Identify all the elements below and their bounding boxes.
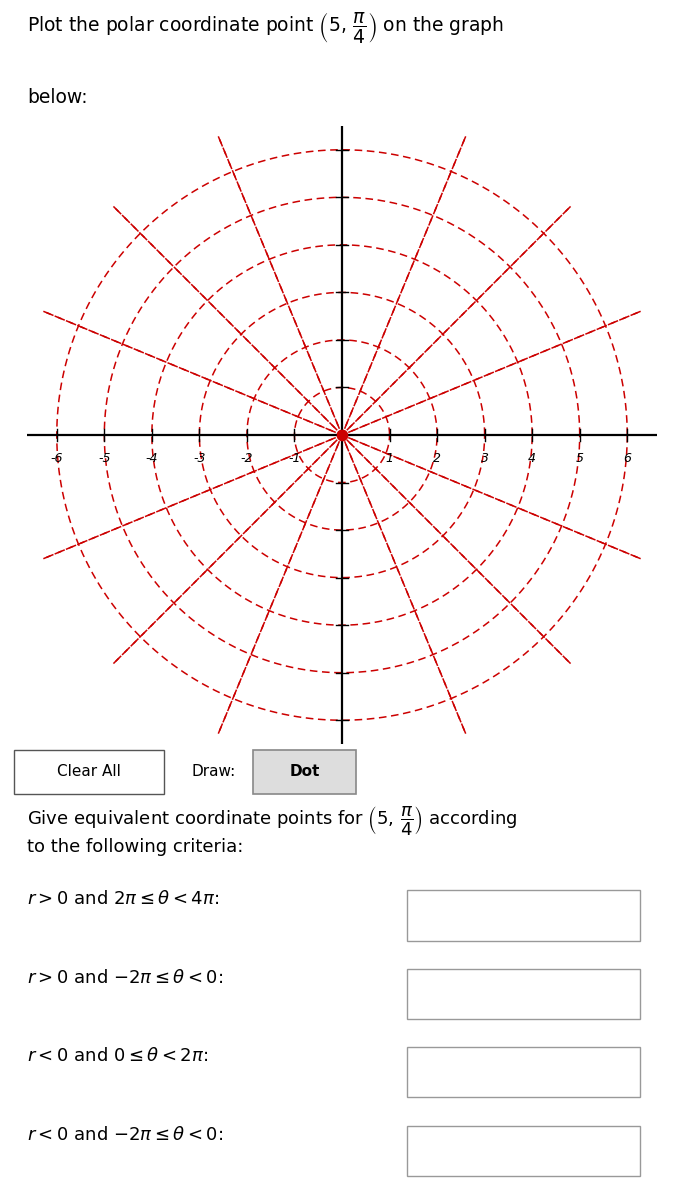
Text: 2: 2 xyxy=(433,451,441,464)
Text: Plot the polar coordinate point $\left(5,\,\dfrac{\pi}{4}\right)$ on the graph: Plot the polar coordinate point $\left(5… xyxy=(27,10,505,46)
FancyBboxPatch shape xyxy=(407,1126,640,1176)
Text: -2: -2 xyxy=(241,451,253,464)
Text: Dot: Dot xyxy=(289,763,319,779)
Text: Draw:: Draw: xyxy=(192,763,236,779)
Text: 3: 3 xyxy=(481,451,488,464)
Text: Clear All: Clear All xyxy=(57,763,121,779)
Text: -4: -4 xyxy=(146,451,158,464)
Text: -5: -5 xyxy=(98,451,111,464)
Text: Give equivalent coordinate points for $\left(5,\,\dfrac{\pi}{4}\right)$ accordin: Give equivalent coordinate points for $\… xyxy=(27,804,518,838)
Text: below:: below: xyxy=(27,89,88,107)
Text: $r > 0$ and $2\pi \leq \theta < 4\pi$:: $r > 0$ and $2\pi \leq \theta < 4\pi$: xyxy=(27,890,220,908)
FancyBboxPatch shape xyxy=(253,750,356,794)
FancyBboxPatch shape xyxy=(407,968,640,1019)
FancyBboxPatch shape xyxy=(407,1048,640,1098)
Text: -3: -3 xyxy=(193,451,206,464)
Text: $r < 0$ and $-2\pi \leq \theta < 0$:: $r < 0$ and $-2\pi \leq \theta < 0$: xyxy=(27,1126,224,1144)
FancyBboxPatch shape xyxy=(14,750,164,794)
FancyBboxPatch shape xyxy=(407,890,640,941)
Text: -1: -1 xyxy=(288,451,301,464)
Text: -6: -6 xyxy=(51,451,63,464)
Text: 5: 5 xyxy=(576,451,583,464)
Text: 4: 4 xyxy=(528,451,536,464)
Point xyxy=(337,425,347,444)
Text: $r < 0$ and $0 \leq \theta < 2\pi$:: $r < 0$ and $0 \leq \theta < 2\pi$: xyxy=(27,1048,209,1066)
Text: 1: 1 xyxy=(386,451,393,464)
Text: to the following criteria:: to the following criteria: xyxy=(27,838,244,857)
Text: 6: 6 xyxy=(623,451,631,464)
Text: $r > 0$ and $-2\pi \leq \theta < 0$:: $r > 0$ and $-2\pi \leq \theta < 0$: xyxy=(27,968,224,986)
